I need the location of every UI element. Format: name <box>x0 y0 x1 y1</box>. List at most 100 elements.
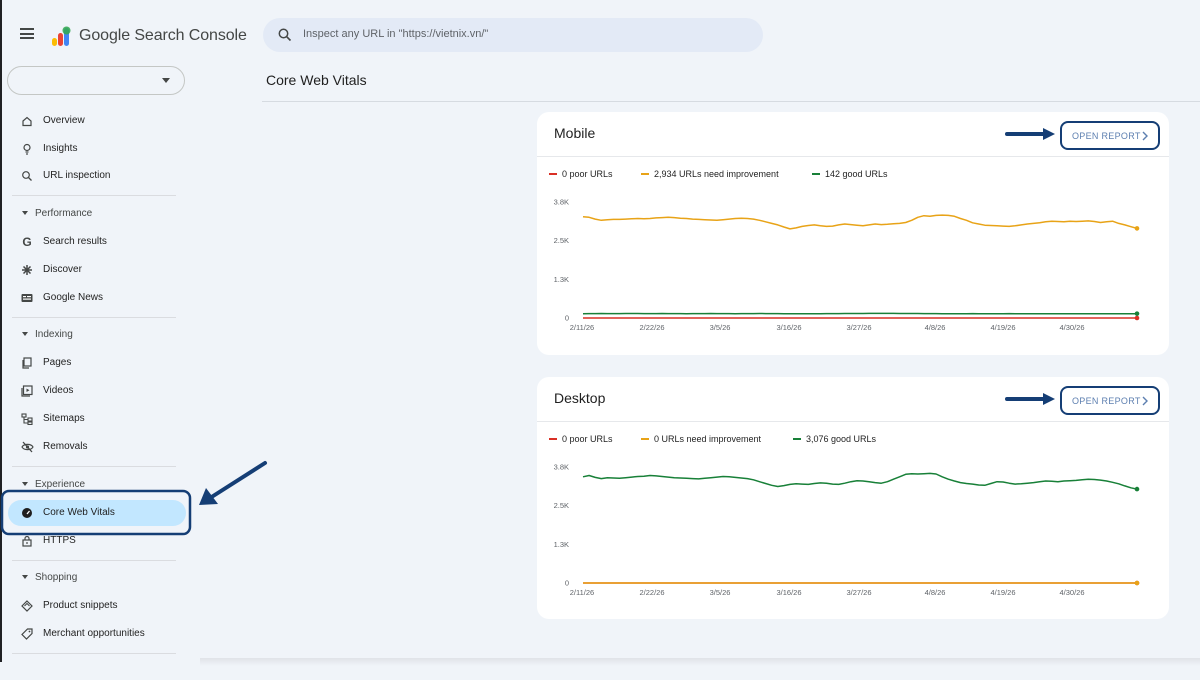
sidebar-item-https[interactable]: HTTPS <box>8 528 186 554</box>
tag-icon <box>20 627 34 641</box>
divider <box>537 421 1169 422</box>
y-tick-label: 1.3K <box>554 540 569 549</box>
series-end-point <box>1134 311 1140 316</box>
section-indexing[interactable]: Indexing <box>8 325 178 345</box>
lightbulb-icon <box>20 142 34 156</box>
legend-swatch <box>641 438 649 440</box>
mobile-card: Mobile OPEN REPORT 0 poor URLs 2,934 URL… <box>537 112 1169 355</box>
legend-label: 3,076 good URLs <box>806 434 877 444</box>
sidebar-item-label: Discover <box>43 264 82 275</box>
sidebar-item-label: URL inspection <box>43 170 111 181</box>
section-experience[interactable]: Experience <box>8 475 178 495</box>
sidebar-item-label: Pages <box>43 357 72 368</box>
card-title: Desktop <box>554 390 606 406</box>
section-title: Experience <box>35 479 86 490</box>
menu-icon[interactable] <box>20 28 34 39</box>
card-title: Mobile <box>554 125 596 141</box>
legend-label: 0 URLs need improvement <box>654 434 762 444</box>
divider <box>537 156 1169 157</box>
section-title: Performance <box>35 208 93 219</box>
diamond-icon <box>20 599 34 613</box>
annotation-arrow-icon <box>199 461 267 505</box>
sidebar-item-discover[interactable]: Discover <box>8 257 186 283</box>
search-icon <box>20 169 34 183</box>
section-title: Indexing <box>35 329 73 340</box>
series-end-point <box>1134 315 1140 321</box>
sidebar-item-pages[interactable]: Pages <box>8 350 186 376</box>
sidebar-item-core-web-vitals[interactable]: Core Web Vitals <box>8 500 186 526</box>
x-tick-label: 4/30/26 <box>1059 323 1084 332</box>
y-tick-label: 1.3K <box>554 275 569 284</box>
sidebar-item-url-inspection[interactable]: URL inspection <box>8 163 186 189</box>
series-end-point <box>1134 226 1140 231</box>
chevron-down-icon <box>162 78 170 83</box>
sidebar-item-sitemaps[interactable]: Sitemaps <box>8 406 186 432</box>
legend-swatch <box>812 173 820 175</box>
sidebar-item-label: Videos <box>43 385 74 396</box>
sidebar-item-label: HTTPS <box>43 535 76 546</box>
sidebar-item-merchant-opportunities[interactable]: Merchant opportunities <box>8 621 186 647</box>
divider <box>12 560 176 561</box>
sidebar-item-label: Google News <box>43 292 104 303</box>
legend-needs-improvement[interactable]: 0 URLs need improvement <box>641 433 761 445</box>
sidebar-item-search-results[interactable]: G Search results <box>8 229 186 255</box>
section-shopping[interactable]: Shopping <box>8 568 178 588</box>
app-title: Google Search Console <box>79 27 247 44</box>
url-inspection-search[interactable]: Inspect any URL in "https://vietnix.vn/" <box>263 18 763 52</box>
series-line-good <box>582 472 1138 490</box>
sidebar-item-videos[interactable]: Videos <box>8 378 186 404</box>
pages-icon <box>20 356 34 370</box>
search-icon <box>278 28 292 42</box>
sidebar-item-overview[interactable]: Overview <box>8 108 186 134</box>
y-tick-label: 3.8K <box>554 463 569 472</box>
chevron-right-icon <box>1142 396 1148 406</box>
y-tick-label: 3.8K <box>554 198 569 207</box>
divider <box>12 653 176 654</box>
open-report-label: OPEN REPORT <box>1072 131 1141 141</box>
home-icon <box>20 114 34 128</box>
series-end-point <box>1134 580 1140 586</box>
open-report-label: OPEN REPORT <box>1072 396 1141 406</box>
x-tick-label: 2/11/26 <box>570 588 594 597</box>
legend-label: 0 poor URLs <box>562 434 613 444</box>
sidebar-item-product-snippets[interactable]: Product snippets <box>8 593 186 619</box>
legend-swatch <box>641 173 649 175</box>
search-console-logo-icon <box>52 26 71 46</box>
divider <box>12 466 176 467</box>
open-report-button[interactable]: OPEN REPORT <box>1060 121 1160 150</box>
divider <box>12 317 176 318</box>
open-report-button[interactable]: OPEN REPORT <box>1060 386 1160 415</box>
caret-down-icon <box>22 482 28 486</box>
chevron-right-icon <box>1142 131 1148 141</box>
caret-down-icon <box>22 332 28 336</box>
caret-down-icon <box>22 575 28 579</box>
x-tick-label: 3/16/26 <box>776 588 801 597</box>
annotation-arrow-icon <box>1005 128 1055 140</box>
legend-good[interactable]: 3,076 good URLs <box>793 433 876 445</box>
property-selector[interactable] <box>7 66 185 95</box>
divider <box>262 101 1200 102</box>
x-tick-label: 4/19/26 <box>990 588 1015 597</box>
sidebar-item-label: Insights <box>43 143 78 154</box>
x-tick-label: 2/22/26 <box>639 323 664 332</box>
x-tick-label: 3/27/26 <box>846 323 871 332</box>
x-tick-label: 2/11/26 <box>570 323 594 332</box>
sidebar-item-removals[interactable]: Removals <box>8 434 186 460</box>
sidebar-item-google-news[interactable]: Google News <box>8 285 186 311</box>
video-icon <box>20 384 34 398</box>
legend-poor[interactable]: 0 poor URLs <box>549 168 613 180</box>
section-performance[interactable]: Performance <box>8 204 178 224</box>
lock-icon <box>20 534 34 548</box>
desktop-cwv-chart: 0 1.3K 2.5K 3.8K 2/11/26 2/22/26 3/5/26 3/16/26… <box>554 463 1140 597</box>
news-icon <box>20 291 34 305</box>
page-title: Core Web Vitals <box>266 72 367 88</box>
sidebar-item-insights[interactable]: Insights <box>8 136 186 162</box>
legend-poor[interactable]: 0 poor URLs <box>549 433 613 445</box>
x-tick-label: 4/8/26 <box>925 588 946 597</box>
eye-off-icon <box>20 440 34 454</box>
y-tick-label: 2.5K <box>554 501 569 510</box>
legend-good[interactable]: 142 good URLs <box>812 168 888 180</box>
legend-needs-improvement[interactable]: 2,934 URLs need improvement <box>641 168 779 180</box>
sidebar-item-label: Merchant opportunities <box>43 628 145 639</box>
bottom-shadow <box>200 658 1200 666</box>
